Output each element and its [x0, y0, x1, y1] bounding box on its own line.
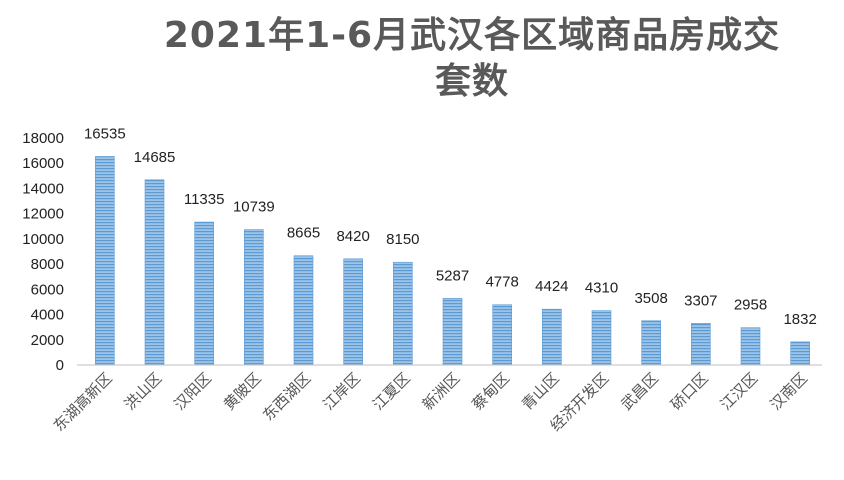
data-label: 11335	[184, 191, 225, 208]
bar	[542, 308, 562, 366]
bar	[591, 310, 612, 366]
bar	[95, 156, 115, 366]
data-label: 5287	[436, 267, 469, 284]
x-category-label: 汉阳区	[170, 369, 215, 414]
bars: 16535 14685 11335 10739 8665 8420 8150 5287 4778…	[84, 125, 817, 366]
bar	[442, 298, 463, 366]
bar	[244, 229, 264, 366]
x-category-label: 东西湖区	[259, 369, 314, 424]
data-label: 3307	[684, 292, 717, 309]
bar	[790, 341, 810, 366]
data-label: 2958	[734, 297, 767, 314]
chart-title-line-2: 套数	[434, 61, 509, 102]
x-category-label: 新洲区	[419, 369, 464, 414]
x-category-label: 汉南区	[766, 369, 811, 414]
y-axis: 0 2000 4000 6000 8000 10000 12000 14000 16000 180…	[22, 130, 64, 374]
chart-title-line-1: 2021年1-6月武汉各区域商品房成交	[163, 15, 781, 56]
data-label: 16535	[84, 125, 126, 142]
y-tick-label: 12000	[22, 206, 64, 223]
bar	[492, 304, 512, 366]
x-category-label: 东湖高新区	[50, 369, 116, 435]
y-tick-label: 10000	[22, 231, 64, 248]
y-tick-label: 0	[56, 357, 64, 374]
x-category-label: 蔡甸区	[468, 369, 513, 414]
x-category-label: 江汉区	[717, 369, 762, 414]
bar	[740, 327, 761, 366]
x-category-label: 洪山区	[121, 369, 166, 414]
data-label: 4310	[585, 280, 618, 297]
y-tick-label: 16000	[22, 155, 64, 172]
bar	[641, 320, 661, 366]
y-tick-label: 6000	[31, 281, 64, 298]
bar	[144, 179, 165, 366]
data-label: 4424	[535, 278, 568, 295]
data-label: 1832	[783, 311, 816, 328]
x-category-label: 青山区	[518, 369, 563, 414]
x-category-label: 黄陂区	[220, 369, 265, 414]
data-label: 4778	[485, 274, 518, 291]
bar	[691, 322, 711, 366]
bar	[293, 255, 314, 366]
x-category-label: 江岸区	[319, 369, 364, 414]
x-category-label: 硚口区	[667, 369, 712, 414]
data-label: 10739	[233, 199, 275, 216]
data-label: 14685	[134, 149, 176, 166]
data-label: 8150	[386, 231, 419, 248]
y-tick-label: 8000	[31, 256, 64, 273]
x-category-label: 江夏区	[369, 369, 414, 414]
data-label: 8420	[336, 228, 369, 245]
bar	[343, 258, 363, 366]
y-tick-label: 2000	[31, 332, 64, 349]
data-label: 3508	[634, 290, 667, 307]
x-category-label: 武昌区	[617, 369, 662, 414]
data-label: 8665	[287, 225, 320, 242]
bar	[194, 221, 214, 366]
y-tick-label: 4000	[31, 307, 64, 324]
bar	[393, 261, 413, 366]
y-tick-label: 14000	[22, 180, 64, 197]
y-tick-label: 18000	[22, 130, 64, 147]
